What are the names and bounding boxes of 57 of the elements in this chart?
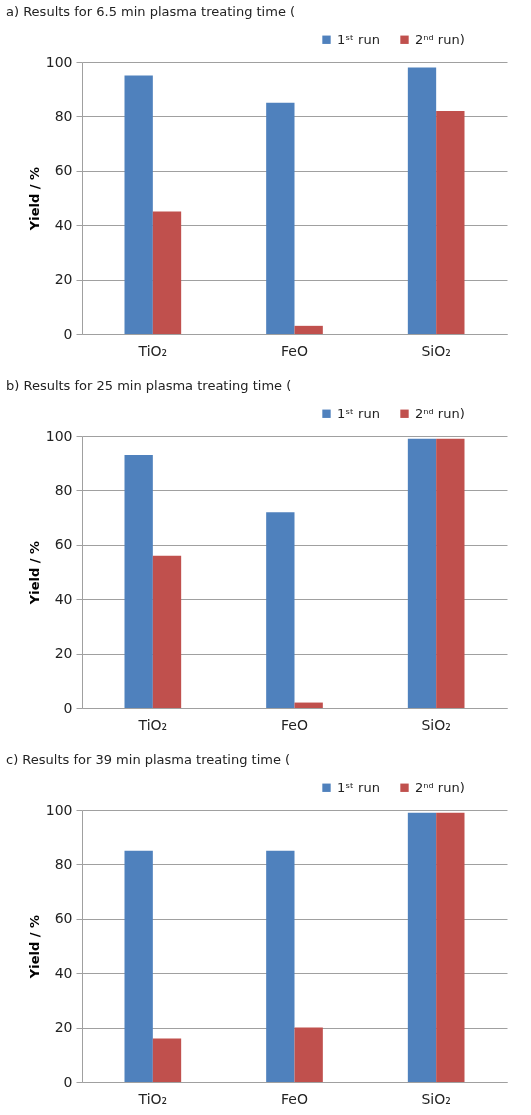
bar (266, 512, 295, 708)
bar (294, 702, 323, 708)
y-tick-label: 40 (54, 964, 73, 981)
x-tick-label: FeO (281, 1090, 308, 1107)
x-tick-label: SiO₂ (421, 716, 451, 733)
x-tick-label: TiO₂ (137, 716, 168, 733)
y-tick-label: 0 (63, 1073, 73, 1090)
bar (294, 1027, 323, 1082)
bar (407, 67, 437, 334)
y-tick-label: 100 (45, 53, 73, 70)
y-tick-label: 60 (54, 910, 73, 927)
bar (436, 812, 465, 1082)
bar (152, 211, 182, 334)
legend-label: 2ⁿᵈ run) (415, 31, 465, 47)
bar (152, 555, 182, 708)
legend-label: 1ˢᵗ run (337, 405, 380, 421)
y-tick-label: 40 (54, 590, 73, 607)
y-tick-label: 20 (54, 645, 73, 662)
legend-label: 2ⁿᵈ run) (415, 779, 465, 795)
legend-label: 1ˢᵗ run (337, 779, 380, 795)
x-tick-label: FeO (281, 342, 308, 359)
y-tick-label: 100 (45, 427, 73, 444)
legend-label: 2ⁿᵈ run) (415, 405, 465, 421)
y-tick-label: 0 (63, 699, 73, 716)
bar (152, 1038, 182, 1082)
x-tick-label: TiO₂ (137, 342, 168, 359)
bar (294, 325, 323, 334)
y-tick-label: 80 (54, 855, 73, 872)
chart-title: a) Results for 6.5 min plasma treating time ( (6, 4, 296, 19)
y-tick-label: 100 (45, 801, 73, 818)
bar (407, 438, 437, 708)
y-tick-label: 80 (54, 107, 73, 124)
x-tick-label: SiO₂ (421, 1090, 451, 1107)
bar (436, 438, 465, 708)
y-axis-title: Yield / % (26, 166, 42, 232)
bar (407, 812, 437, 1082)
chart-title: c) Results for 39 min plasma treating time ( (6, 752, 291, 767)
bar (266, 850, 295, 1082)
x-tick-label: SiO₂ (421, 342, 451, 359)
legend-label: 1ˢᵗ run (337, 31, 380, 47)
x-tick-label: FeO (281, 716, 308, 733)
x-tick-label: TiO₂ (137, 1090, 168, 1107)
y-axis-title: Yield / % (26, 540, 42, 606)
bar (436, 110, 465, 334)
y-tick-label: 20 (54, 1019, 73, 1036)
y-tick-label: 80 (54, 481, 73, 498)
bar (124, 75, 153, 334)
y-tick-label: 0 (63, 325, 73, 342)
y-tick-label: 20 (54, 271, 73, 288)
chart-title: b) Results for 25 min plasma treating time ( (6, 378, 292, 393)
bar (124, 850, 153, 1082)
y-axis-title: Yield / % (26, 914, 42, 980)
y-tick-label: 60 (54, 536, 73, 553)
y-tick-label: 40 (54, 216, 73, 233)
bar (124, 455, 153, 708)
bar (266, 102, 295, 334)
y-tick-label: 60 (54, 162, 73, 179)
